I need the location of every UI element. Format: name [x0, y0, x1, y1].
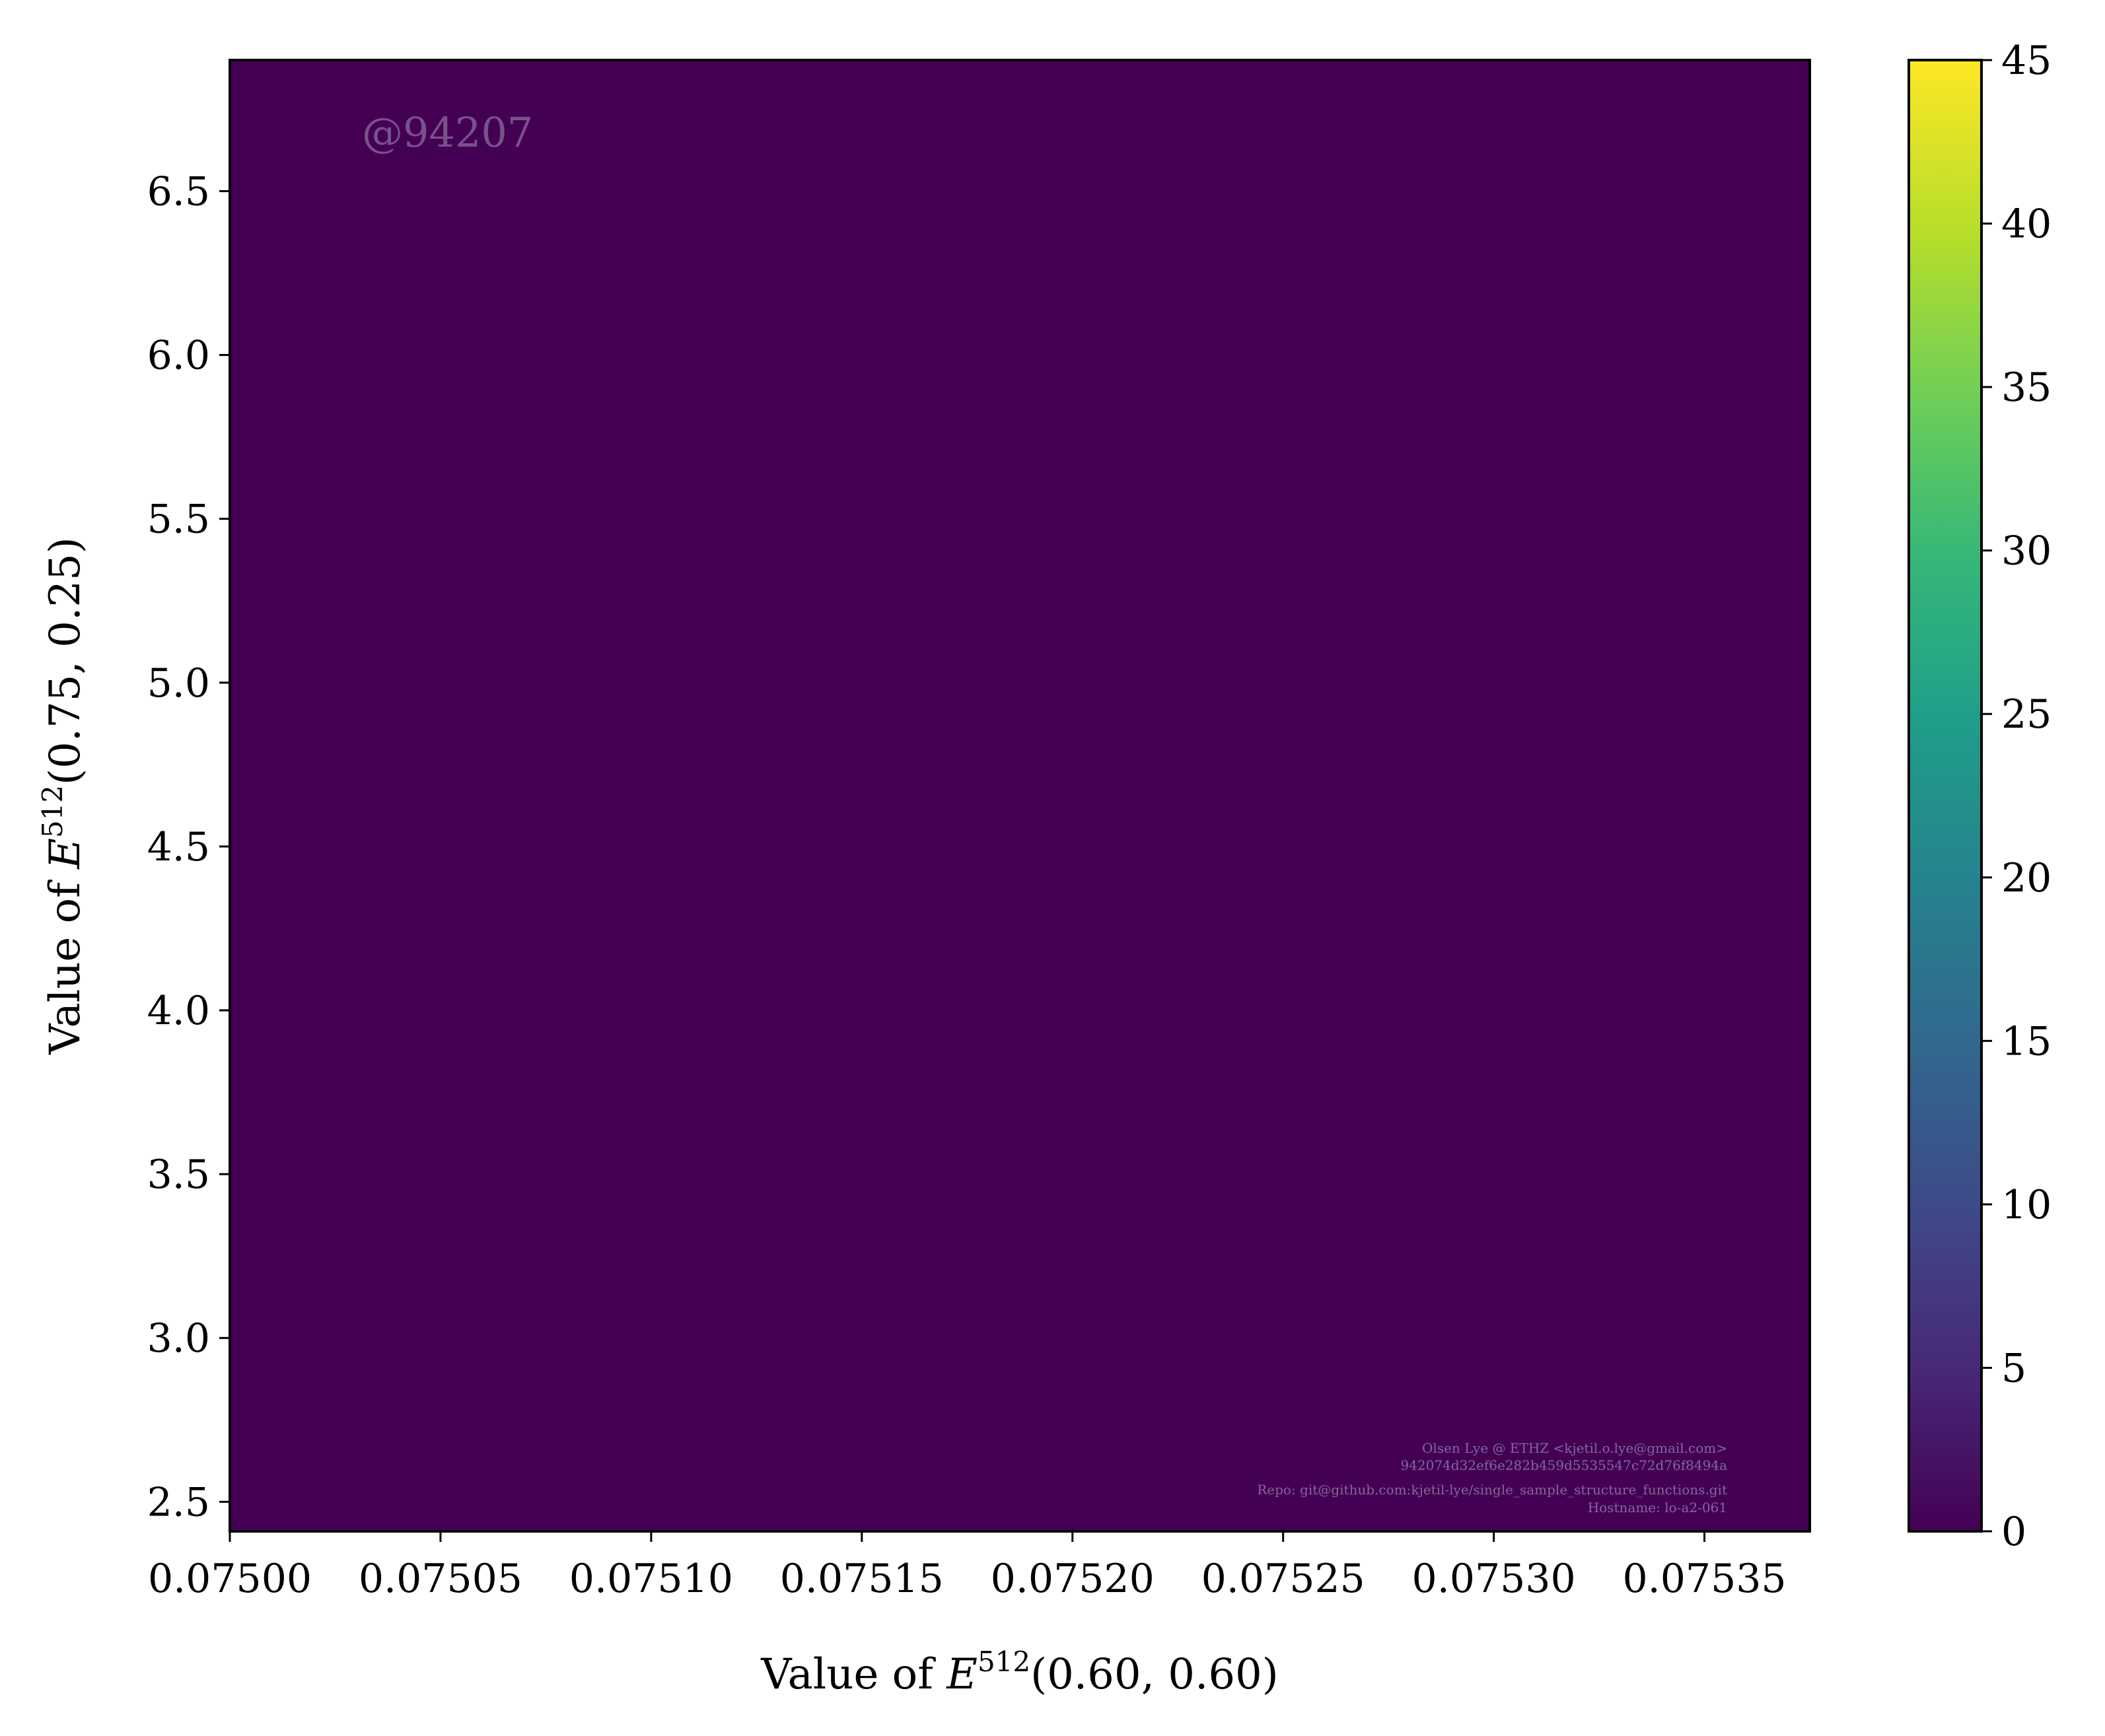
footnote-line: Hostname: lo-a2-061 — [1588, 1500, 1727, 1515]
y-axis-label: Value of E512(0.75, 0.25) — [36, 537, 90, 1055]
y-tick-label: 2.5 — [147, 1479, 210, 1525]
colorbar-tick-label: 5 — [2001, 1345, 2026, 1391]
y-tick-label: 3.5 — [147, 1152, 210, 1198]
y-tick-label: 5.5 — [147, 497, 210, 543]
colorbar-tick-label: 20 — [2001, 855, 2051, 901]
heatmap-cells — [230, 60, 1810, 1531]
x-tick-label: 0.07500 — [148, 1556, 312, 1602]
plot-frame — [229, 59, 1811, 1533]
colorbar-tick-label: 25 — [2001, 691, 2051, 738]
x-axis-ticks: 0.07500 0.07505 0.07510 0.07515 0.07520 0.075… — [148, 1531, 1787, 1602]
y-tick-label: 6.0 — [147, 333, 210, 379]
footnote-line: Repo: git@github.com:kjetil-lye/single_s… — [1257, 1482, 1727, 1498]
x-tick-label: 0.07525 — [1201, 1556, 1365, 1602]
y-tick-label: 3.0 — [147, 1315, 210, 1362]
y-tick-label: 6.5 — [147, 168, 210, 215]
x-tick-label: 0.07520 — [991, 1556, 1155, 1602]
footnote-line: Olsen Lye @ ETHZ <kjetil.o.lye@gmail.com… — [1422, 1440, 1727, 1456]
footnote-line: 942074d32ef6e282b459d5535547c72d76f8494a — [1400, 1457, 1727, 1473]
colorbar-tick-label: 45 — [2001, 38, 2051, 84]
heatmap-background — [230, 60, 1810, 1531]
y-tick-label: 5.0 — [147, 660, 210, 707]
colorbar-tick-label: 15 — [2001, 1018, 2051, 1064]
y-tick-label: 4.5 — [147, 824, 210, 870]
footnote: Olsen Lye @ ETHZ <kjetil.o.lye@gmail.com… — [1257, 1440, 1727, 1515]
colorbar-tick-label: 40 — [2001, 201, 2051, 248]
x-tick-label: 0.07515 — [780, 1556, 944, 1602]
x-axis-label: Value of E512(0.60, 0.60) — [760, 1646, 1278, 1699]
colorbar — [1908, 59, 1983, 1533]
watermark: @94207 — [362, 108, 533, 156]
colorbar-tick-label: 0 — [2001, 1509, 2026, 1555]
colorbar-tick-label: 35 — [2001, 365, 2051, 411]
y-axis-ticks: 2.5 3.0 3.5 4.0 4.5 5.0 5.5 6.0 6.5 — [147, 168, 230, 1525]
x-tick-label: 0.07505 — [359, 1556, 522, 1602]
x-tick-label: 0.07530 — [1412, 1556, 1576, 1602]
colorbar-ticks: 0 5 10 15 20 25 30 35 40 45 — [1981, 38, 2051, 1555]
x-tick-label: 0.07535 — [1622, 1556, 1786, 1602]
y-tick-label: 4.0 — [147, 988, 210, 1034]
x-tick-label: 0.07510 — [569, 1556, 733, 1602]
colorbar-tick-label: 30 — [2001, 528, 2051, 574]
colorbar-tick-label: 10 — [2001, 1182, 2051, 1228]
